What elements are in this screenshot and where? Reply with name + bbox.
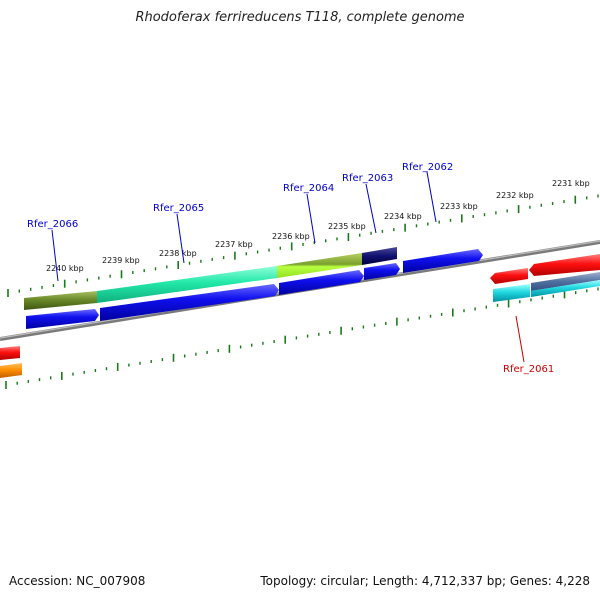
tick-label: 2233 kbp <box>440 202 478 211</box>
gene-rfer-2066-feature[interactable] <box>24 291 97 310</box>
genome-summary-text: Topology: circular; Length: 4,712,337 bp… <box>260 574 590 588</box>
gene-label-rfer-2061[interactable]: Rfer_2061 <box>503 364 554 375</box>
tick-label: 2237 kbp <box>215 240 253 249</box>
tick-label: 2240 kbp <box>46 264 84 273</box>
cds-arrow[interactable] <box>279 270 364 295</box>
reverse-feature[interactable] <box>531 280 600 297</box>
gene-label-rfer-2066[interactable]: Rfer_2066 <box>27 219 78 230</box>
label-leader <box>426 171 437 223</box>
label-leader <box>306 193 316 244</box>
tick-label: 2239 kbp <box>102 256 140 265</box>
tick-label: 2231 kbp <box>552 179 590 188</box>
gene-rfer-2065-feature[interactable] <box>97 266 277 303</box>
gene-rfer-2064-feature[interactable] <box>277 253 362 278</box>
gene-label-rfer-2063[interactable]: Rfer_2063 <box>342 173 393 184</box>
cds-arrow[interactable] <box>364 263 400 280</box>
tick-label: 2236 kbp <box>272 232 310 241</box>
gene-rfer-2063-feature[interactable] <box>362 247 397 265</box>
cds-arrow-reverse[interactable] <box>490 268 528 284</box>
tick-label: 2238 kbp <box>159 249 197 258</box>
label-leader <box>51 229 59 282</box>
cds-arrow[interactable] <box>26 309 99 329</box>
tick-label: 2232 kbp <box>496 191 534 200</box>
gene-rfer-2061-feature[interactable] <box>493 284 530 302</box>
tick-label: 2234 kbp <box>384 212 422 221</box>
cds-arrow-reverse[interactable] <box>0 346 20 360</box>
gene-label-rfer-2062[interactable]: Rfer_2062 <box>402 162 453 173</box>
tick-label: 2235 kbp <box>328 222 366 231</box>
reverse-feature[interactable] <box>0 363 22 378</box>
gene-label-rfer-2065[interactable]: Rfer_2065 <box>153 203 204 214</box>
reverse-feature[interactable] <box>531 272 600 291</box>
cds-arrow-reverse[interactable] <box>529 254 600 276</box>
label-leader <box>365 183 377 234</box>
map-title: Rhodoferax ferrireducens T118, complete … <box>135 10 465 25</box>
upper-tick-ruler <box>7 194 599 297</box>
accession-text: Accession: NC_007908 <box>9 574 146 588</box>
gene-label-rfer-2064[interactable]: Rfer_2064 <box>283 183 334 194</box>
label-leader <box>176 213 185 264</box>
lower-tick-ruler <box>5 287 599 389</box>
label-leader <box>515 315 525 363</box>
cds-arrow[interactable] <box>403 249 483 273</box>
cds-arrow[interactable] <box>100 284 279 321</box>
